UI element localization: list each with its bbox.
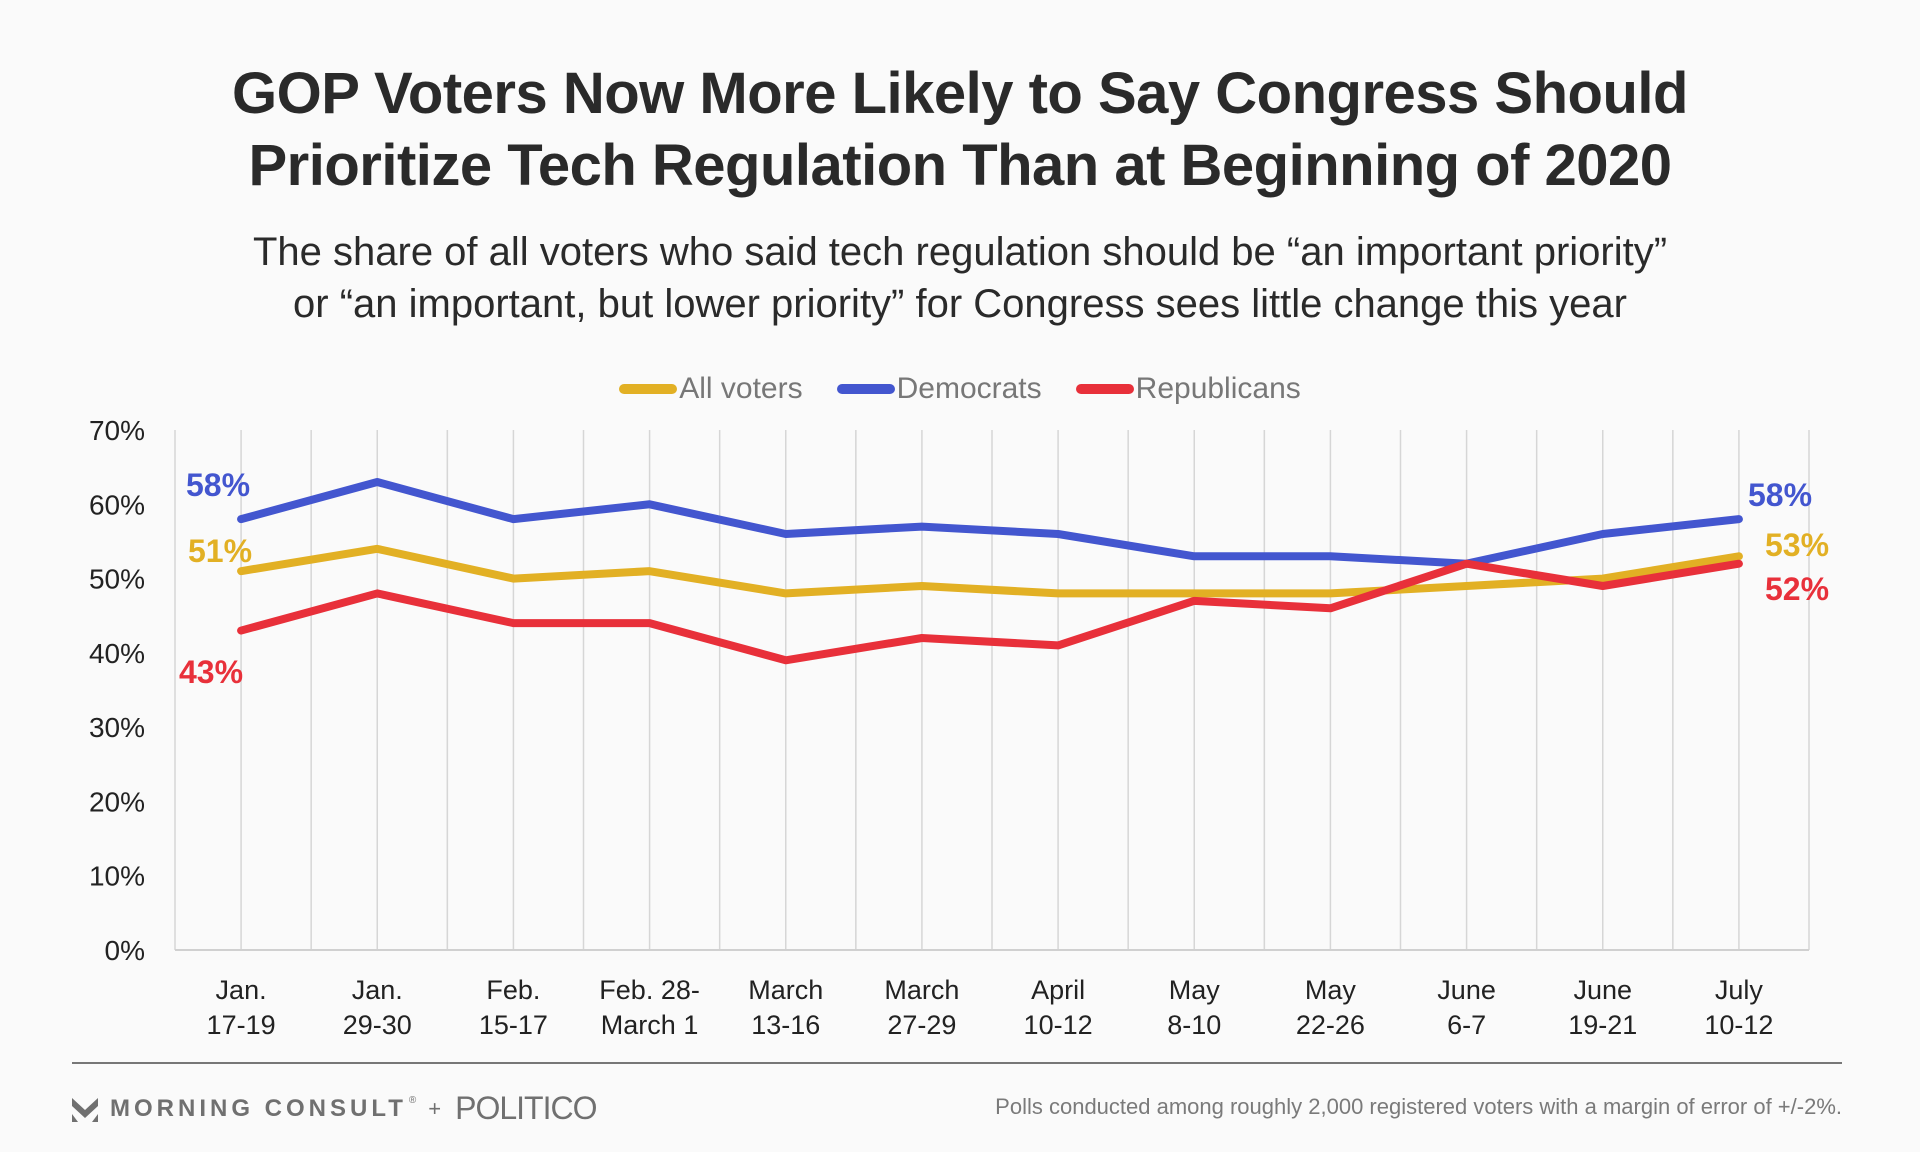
x-tick-label-line: 22-26 <box>1296 1010 1365 1040</box>
methodology-note: Polls conducted among roughly 2,000 regi… <box>995 1094 1842 1119</box>
x-tick-label-line: Jan. <box>352 975 403 1005</box>
registered-mark: ® <box>408 1095 417 1106</box>
chart-title-line-2: Prioritize Tech Regulation Than at Begin… <box>248 133 1672 198</box>
x-tick-label-line: 6-7 <box>1447 1010 1486 1040</box>
chart-title: GOP Voters Now More Likely to Say Congre… <box>0 58 1920 202</box>
x-tick-label-line: March <box>884 975 959 1005</box>
x-tick-label: July 10-12 <box>1704 975 1773 1040</box>
y-tick-label: 70% <box>89 415 145 446</box>
legend-item-democrats: Democrats <box>836 372 1042 406</box>
series-line-democrats <box>237 478 1743 568</box>
legend-label-republicans: Republicans <box>1135 372 1301 405</box>
legend-item-republicans: Republicans <box>1075 372 1301 406</box>
x-tick-label-line: July <box>1715 975 1764 1005</box>
series-line-all-voters <box>237 544 1743 598</box>
end-label-all-voters: 53% <box>1765 527 1829 563</box>
legend-item-all-voters: All voters <box>619 372 803 406</box>
x-tick-label-line: 19-21 <box>1568 1010 1637 1040</box>
x-tick-label-line: Feb. 28- <box>599 975 700 1005</box>
x-tick-label-line: March <box>748 975 823 1005</box>
chart-legend: All voters Democrats Republicans <box>0 372 1920 406</box>
x-tick-label: Jan. 17-19 <box>207 975 276 1040</box>
series-line-republicans <box>237 559 1743 665</box>
y-tick-label: 50% <box>89 564 145 595</box>
chart-subtitle: The share of all voters who said tech re… <box>0 226 1920 330</box>
legend-swatch-all-voters <box>619 384 678 394</box>
grid-lines <box>174 430 1810 951</box>
x-tick-label: March 27-29 <box>884 975 959 1040</box>
x-tick-label-line: June <box>1573 975 1632 1005</box>
y-tick-label: 20% <box>89 786 145 817</box>
x-tick-label-line: 29-30 <box>343 1010 412 1040</box>
brand-logos: MORNING CONSULT ® + POLITICO <box>72 1090 597 1127</box>
start-label-republicans: 43% <box>179 654 243 690</box>
y-tick-label: 0% <box>105 935 145 966</box>
legend-label-democrats: Democrats <box>896 372 1042 405</box>
x-tick-label-line: Feb. <box>486 975 540 1005</box>
x-tick-label-line: 13-16 <box>751 1010 820 1040</box>
start-label-democrats: 58% <box>186 467 250 503</box>
legend-swatch-democrats <box>836 384 895 394</box>
x-tick-label-line: 8-10 <box>1167 1010 1221 1040</box>
morning-consult-logo-icon <box>72 1097 98 1122</box>
x-tick-label-line: May <box>1169 975 1221 1005</box>
x-tick-label: May 8-10 <box>1167 975 1221 1040</box>
x-tick-label-line: 15-17 <box>479 1010 548 1040</box>
legend-label-all-voters: All voters <box>679 372 803 405</box>
x-tick-label-line: Jan. <box>216 975 267 1005</box>
x-tick-label: Feb. 28- March 1 <box>599 975 700 1040</box>
x-tick-label: Jan. 29-30 <box>343 975 412 1040</box>
legend-swatch-republicans <box>1075 384 1134 394</box>
footer-divider <box>72 1062 1842 1064</box>
x-tick-label: June 6-7 <box>1437 975 1496 1040</box>
morning-consult-wordmark: MORNING CONSULT <box>110 1094 407 1122</box>
x-tick-label-line: 27-29 <box>887 1010 956 1040</box>
brand-plus: + <box>428 1095 442 1121</box>
y-tick-label: 40% <box>89 638 145 669</box>
y-tick-label: 10% <box>89 861 145 892</box>
politico-wordmark: POLITICO <box>455 1090 597 1126</box>
x-tick-label: Feb. 15-17 <box>479 975 548 1040</box>
chart-subtitle-line-1: The share of all voters who said tech re… <box>252 230 1668 274</box>
x-tick-label-line: May <box>1305 975 1357 1005</box>
x-tick-label-line: 10-12 <box>1704 1010 1773 1040</box>
chart-title-line-1: GOP Voters Now More Likely to Say Congre… <box>232 61 1688 126</box>
end-label-democrats: 58% <box>1748 477 1812 513</box>
series-lines <box>237 478 1743 665</box>
x-tick-label-line: April <box>1031 975 1085 1005</box>
data-labels: 51% 53% 58% 58% 43% 52% <box>179 467 1829 690</box>
x-tick-label-line: March 1 <box>601 1010 699 1040</box>
x-tick-label: June 19-21 <box>1568 975 1637 1040</box>
end-label-republicans: 52% <box>1765 571 1829 607</box>
x-tick-label: May 22-26 <box>1296 975 1365 1040</box>
x-tick-label: April 10-12 <box>1024 975 1093 1040</box>
x-tick-label: March 13-16 <box>748 975 823 1040</box>
start-label-all-voters: 51% <box>188 533 252 569</box>
y-axis-ticks: 0% 10% 20% 30% 40% 50% 60% 70% <box>89 415 145 966</box>
y-tick-label: 60% <box>89 489 145 520</box>
y-tick-label: 30% <box>89 712 145 743</box>
x-axis-ticks: Jan. 17-19 Jan. 29-30 Feb. 15-17 Feb. 28- March… <box>207 975 1774 1040</box>
x-tick-label-line: 17-19 <box>207 1010 276 1040</box>
chart-subtitle-line-2: or “an important, but lower priority” fo… <box>293 282 1627 326</box>
x-tick-label-line: 10-12 <box>1024 1010 1093 1040</box>
x-tick-label-line: June <box>1437 975 1496 1005</box>
